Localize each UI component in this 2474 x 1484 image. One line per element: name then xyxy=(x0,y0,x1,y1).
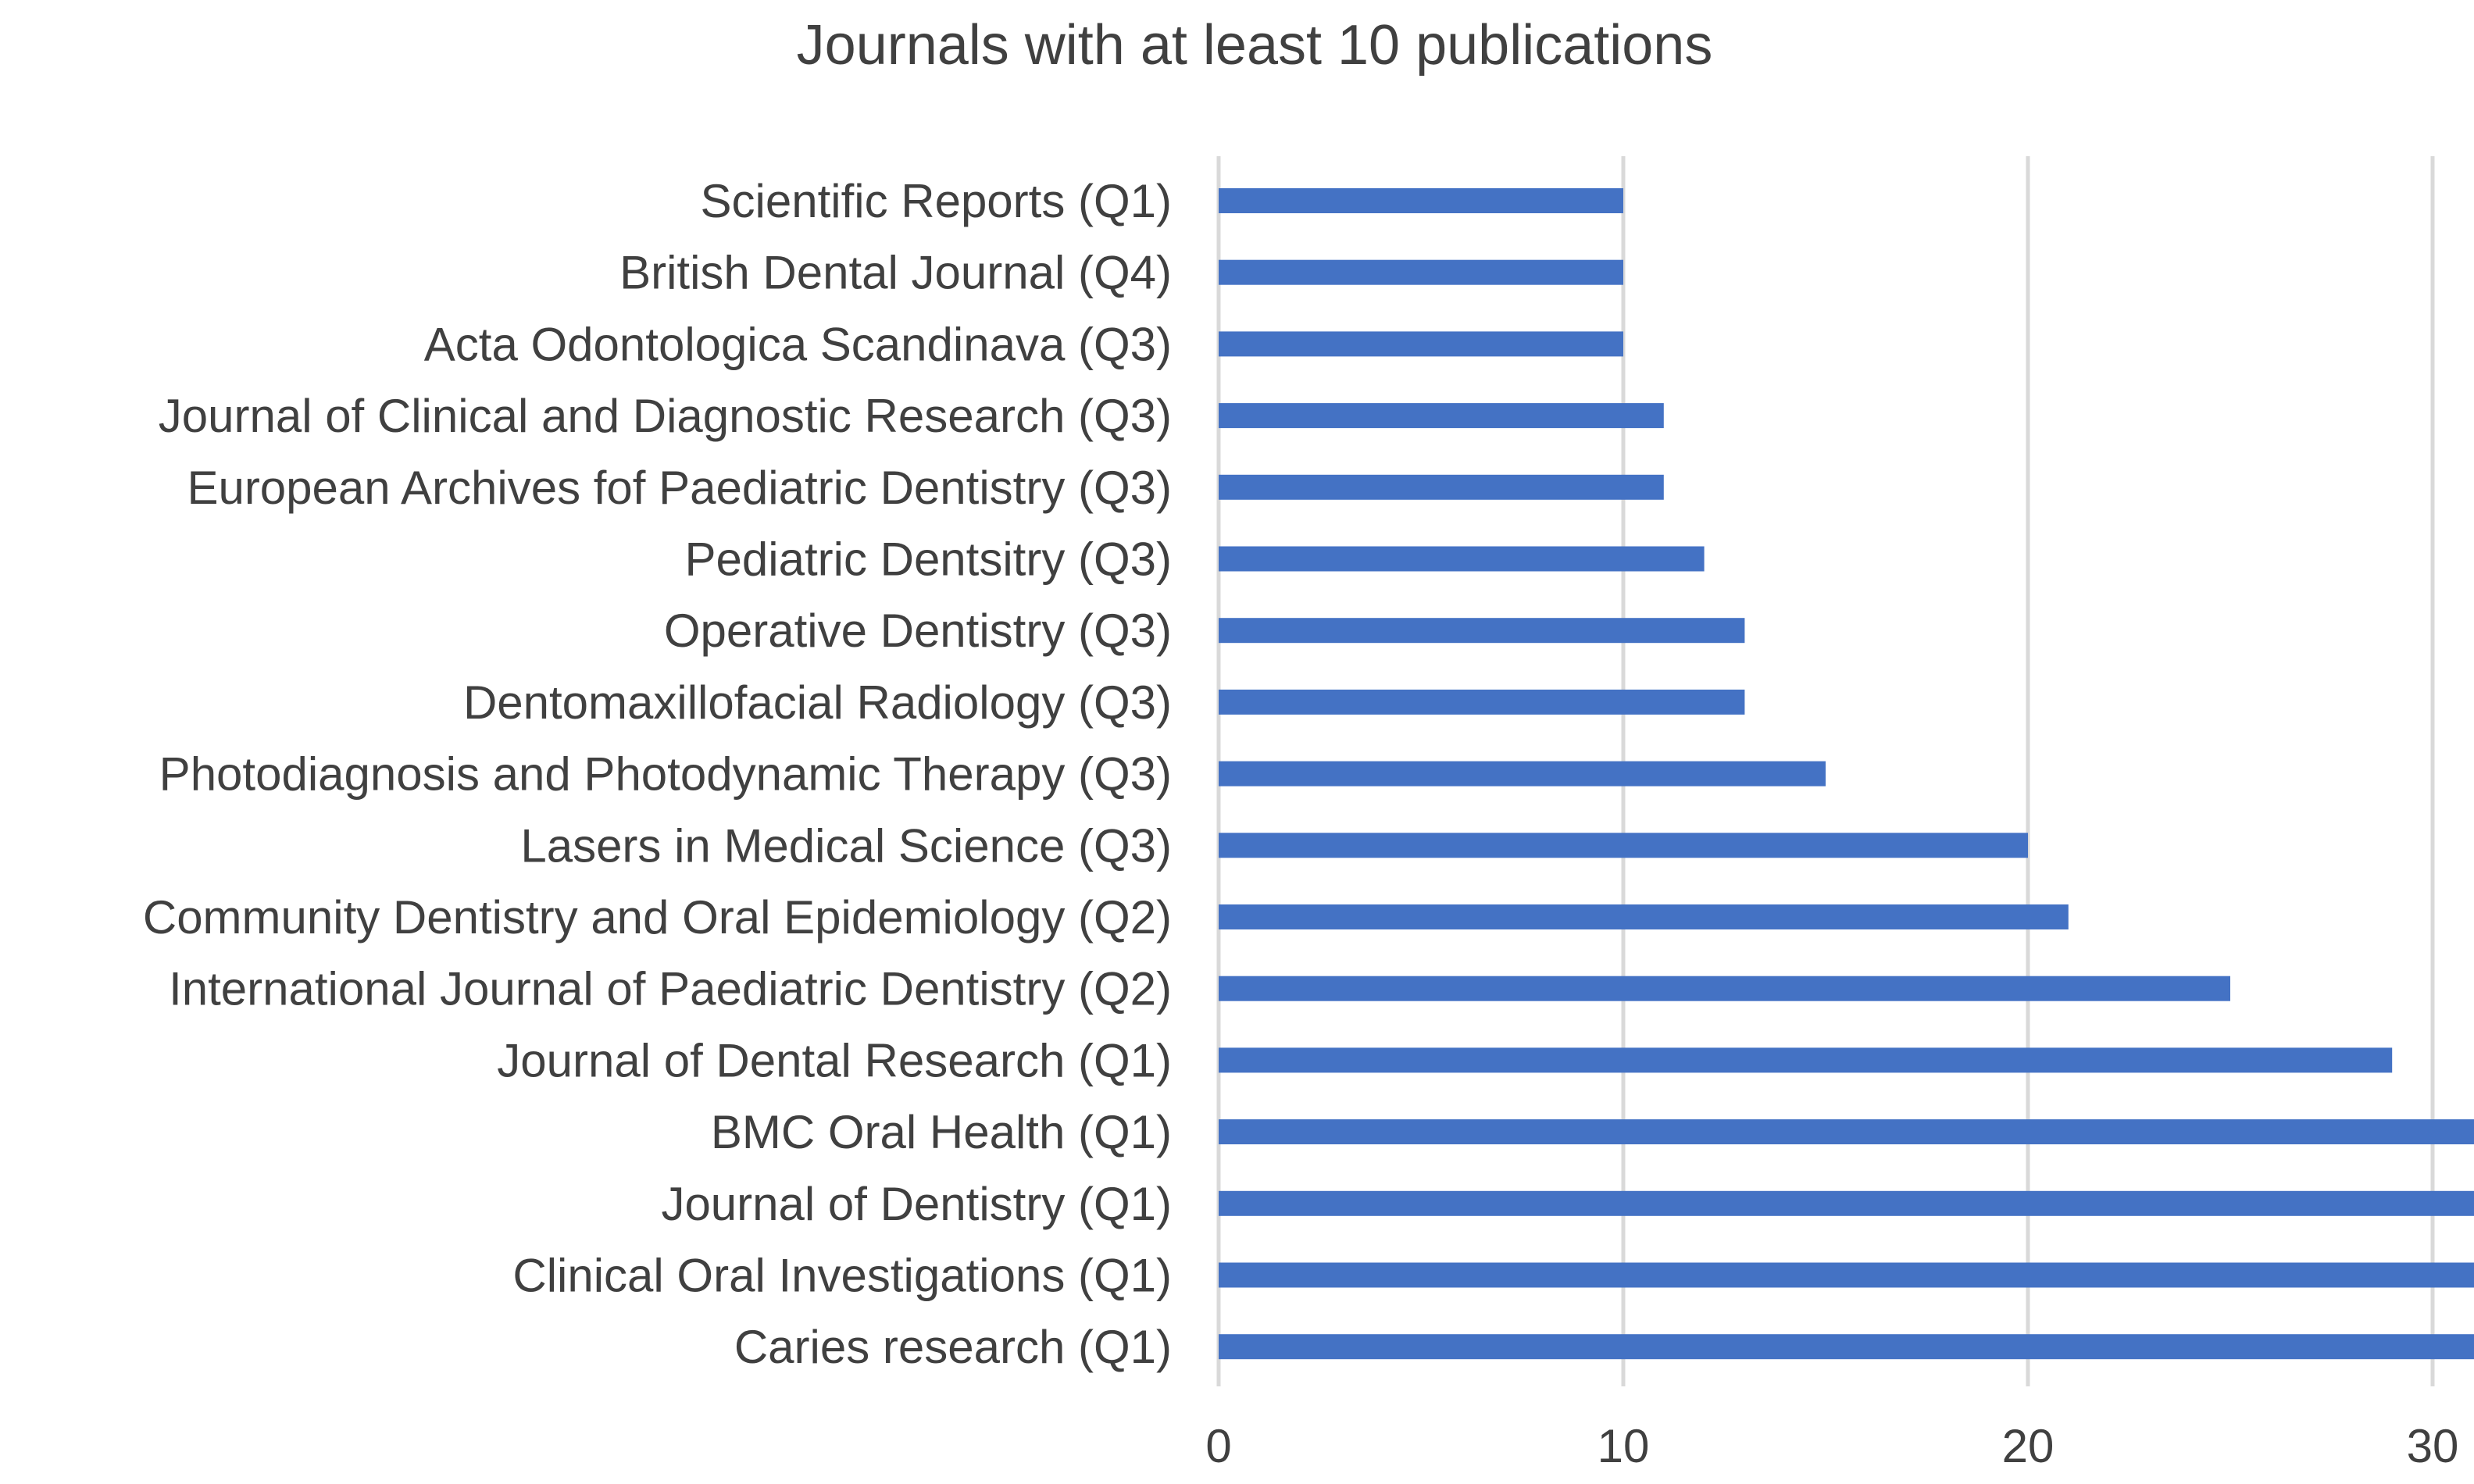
bar xyxy=(1219,761,1826,787)
category-label: Community Dentistry and Oral Epidemiolog… xyxy=(143,891,1172,944)
bar xyxy=(1219,618,1745,644)
bar xyxy=(1219,904,2069,929)
category-label: Pediatric Dentsitry (Q3) xyxy=(685,533,1173,586)
bar xyxy=(1219,1190,2474,1216)
x-tick-label: 20 xyxy=(2002,1420,2055,1472)
category-label: Photodiagnosis and Photodynamic Therapy … xyxy=(159,748,1172,801)
category-label: Journal of Dental Research (Q1) xyxy=(497,1034,1172,1086)
category-label: Caries research (Q1) xyxy=(734,1321,1172,1373)
bar xyxy=(1219,188,1623,213)
category-label: Operative Dentistry (Q3) xyxy=(664,605,1172,657)
category-label: European Archives fof Paediatric Dentist… xyxy=(187,462,1172,514)
category-label: BMC Oral Health (Q1) xyxy=(711,1106,1172,1158)
bars xyxy=(1219,188,2474,1360)
bar xyxy=(1219,1262,2474,1288)
x-tick-label: 10 xyxy=(1598,1420,1650,1472)
x-axis-ticks: 0102030405060 xyxy=(1205,1420,2459,1472)
category-label: Scientific Reports (Q1) xyxy=(700,175,1172,227)
category-label: Lasers in Medical Science (Q3) xyxy=(520,819,1172,872)
category-label: Dentomaxillofacial Radiology (Q3) xyxy=(463,676,1172,729)
bar xyxy=(1219,331,1623,357)
bar xyxy=(1219,976,2230,1001)
category-label: Journal of Clinical and Diagnostic Resea… xyxy=(159,390,1172,442)
bar xyxy=(1219,689,1745,715)
category-label: British Dental Journal (Q4) xyxy=(619,247,1172,299)
bar xyxy=(1219,474,1664,500)
chart-title: Journals with at least 10 publications xyxy=(797,14,1713,77)
bar xyxy=(1219,546,1705,572)
bar xyxy=(1219,1119,2474,1145)
bar xyxy=(1219,1047,2393,1073)
bar xyxy=(1219,403,1664,429)
category-label: International Journal of Paediatric Dent… xyxy=(169,963,1172,1015)
bar xyxy=(1219,259,1623,285)
category-label: Acta Odontologica Scandinava (Q3) xyxy=(424,318,1172,370)
category-labels: Scientific Reports (Q1) British Dental Jo… xyxy=(143,175,1172,1373)
bar xyxy=(1219,833,2028,858)
x-tick-label: 0 xyxy=(1205,1420,1231,1472)
x-tick-label: 30 xyxy=(2407,1420,2459,1472)
bar xyxy=(1219,1334,2474,1360)
category-label: Clinical Oral Investigations (Q1) xyxy=(512,1250,1172,1302)
category-label: Journal of Dentistry (Q1) xyxy=(661,1178,1172,1230)
